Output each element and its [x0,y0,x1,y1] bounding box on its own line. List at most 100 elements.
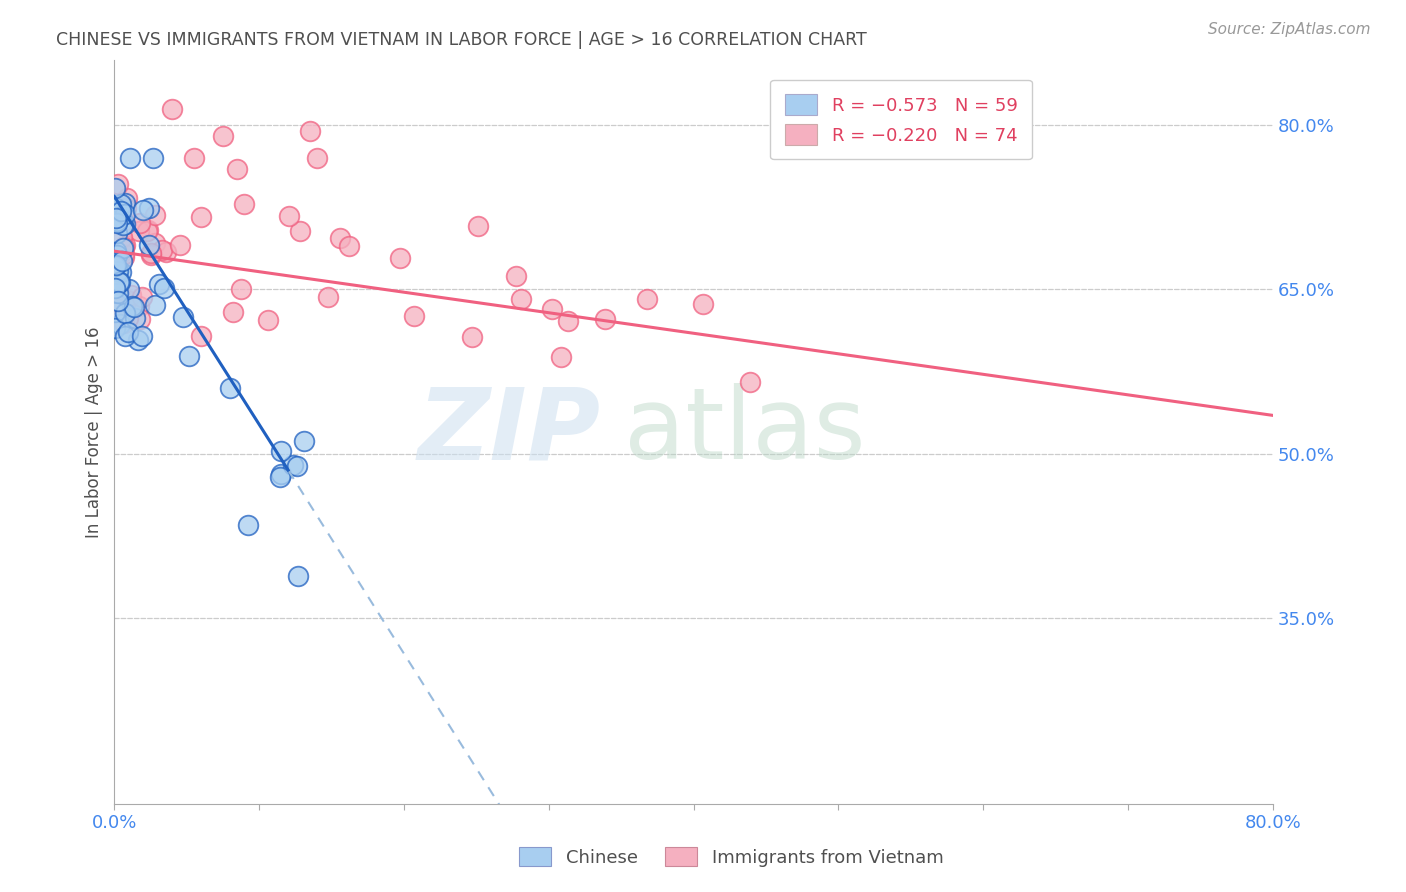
Point [329,230,352,244]
Point [110,265,132,279]
Point [114,329,136,343]
Point [121,299,143,313]
Point [281,458,304,472]
Point [550,350,572,364]
Point [636,293,658,307]
Point [138,202,160,216]
Point [183,151,205,165]
Y-axis label: In Labor Force | Age > 16: In Labor Force | Age > 16 [86,326,103,538]
Point [219,381,242,395]
Point [229,282,252,296]
Point [114,207,136,221]
Point [128,224,150,238]
Point [190,210,212,224]
Point [269,470,291,484]
Point [118,282,141,296]
Point [505,268,527,283]
Point [105,211,128,226]
Point [107,264,129,278]
Legend: Chinese, Immigrants from Vietnam: Chinese, Immigrants from Vietnam [512,840,950,874]
Point [139,248,162,262]
Point [112,240,135,254]
Point [124,310,146,325]
Text: atlas: atlas [624,384,866,480]
Point [222,305,245,319]
Point [104,259,127,273]
Point [112,218,135,232]
Point [287,568,309,582]
Point [740,375,762,389]
Point [105,214,128,228]
Point [114,196,136,211]
Point [288,224,311,238]
Point [120,288,142,302]
Point [142,151,165,165]
Point [236,518,259,533]
Point [150,244,173,258]
Point [388,251,411,265]
Point [105,201,128,215]
Point [108,276,131,290]
Point [118,151,141,165]
Point [117,325,139,339]
Point [232,197,254,211]
Point [257,312,280,326]
Point [115,293,138,307]
Point [105,211,128,226]
Point [104,301,127,315]
Point [692,297,714,311]
Point [138,223,160,237]
Point [143,298,166,312]
Point [316,289,339,303]
Point [270,467,292,481]
Point [115,201,138,215]
Point [510,292,533,306]
Point [107,275,129,289]
Point [461,330,484,344]
Point [467,219,489,233]
Point [139,245,162,260]
Point [131,328,153,343]
Point [212,129,235,144]
Point [177,349,200,363]
Point [104,181,127,195]
Point [593,311,616,326]
Point [111,254,134,268]
Point [169,237,191,252]
Point [104,272,127,286]
Point [285,459,308,474]
Point [110,197,132,211]
Point [114,306,136,320]
Point [112,250,135,264]
Point [107,293,129,308]
Point [190,328,212,343]
Point [155,245,177,260]
Point [108,247,131,261]
Point [107,285,129,300]
Point [104,294,127,309]
Point [153,281,176,295]
Point [128,299,150,313]
Point [122,301,145,315]
Point [104,281,127,295]
Point [108,318,131,332]
Point [404,310,426,324]
Point [143,235,166,250]
Point [114,217,136,231]
Point [105,216,128,230]
Point [128,312,150,326]
Point [557,314,579,328]
Point [105,227,128,241]
Point [104,258,127,272]
Text: Source: ZipAtlas.com: Source: ZipAtlas.com [1208,22,1371,37]
Point [292,434,315,449]
Point [114,237,136,252]
Point [107,211,129,225]
Point [105,248,128,262]
Point [226,162,249,177]
Point [129,216,152,230]
Point [117,310,139,325]
Point [162,102,184,116]
Point [132,202,155,217]
Point [111,240,134,254]
